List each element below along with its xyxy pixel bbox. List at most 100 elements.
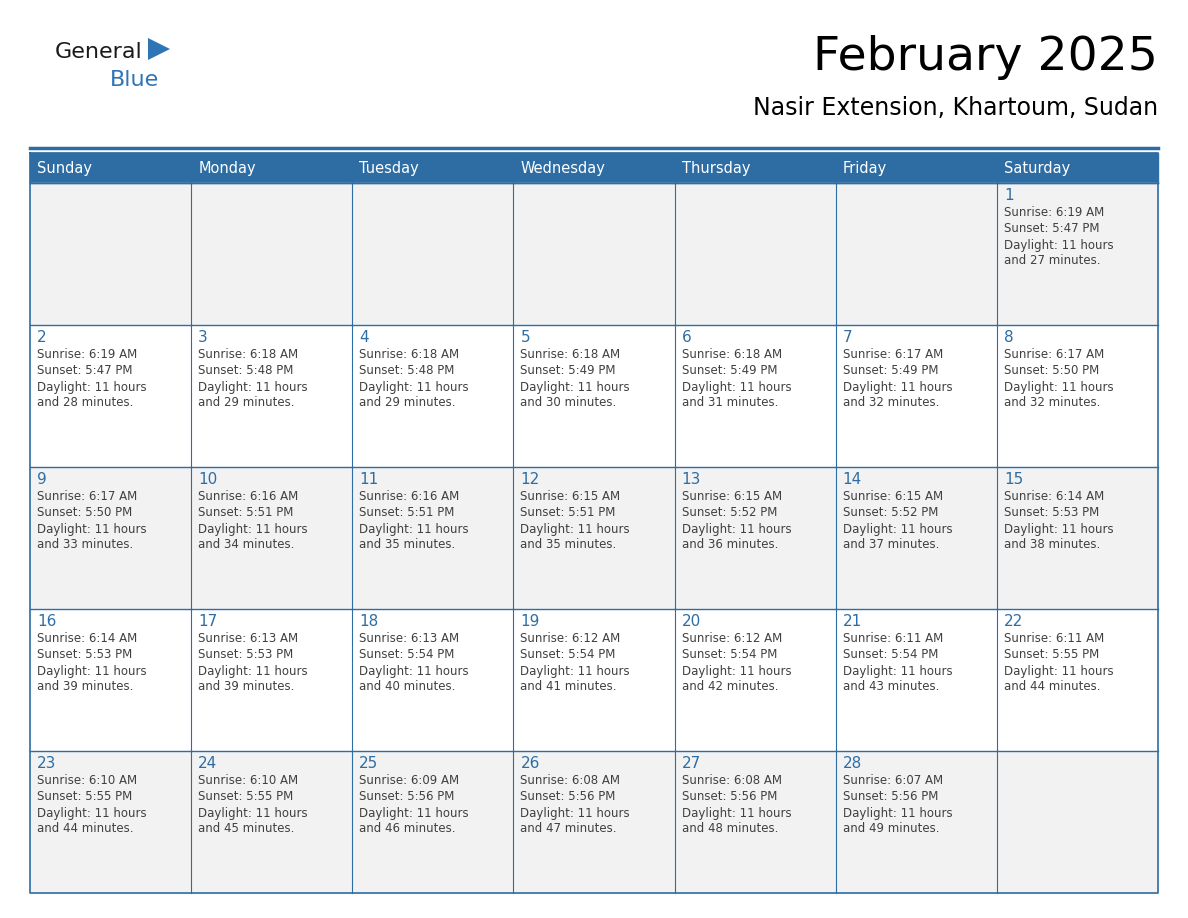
Polygon shape — [997, 153, 1158, 183]
Text: Sunrise: 6:13 AM: Sunrise: 6:13 AM — [359, 633, 460, 645]
Polygon shape — [191, 183, 353, 325]
Text: Sunrise: 6:10 AM: Sunrise: 6:10 AM — [37, 775, 137, 788]
Text: and 39 minutes.: and 39 minutes. — [37, 680, 133, 693]
Polygon shape — [30, 609, 191, 751]
Text: Daylight: 11 hours: Daylight: 11 hours — [842, 807, 953, 820]
Text: Sunrise: 6:08 AM: Sunrise: 6:08 AM — [682, 775, 782, 788]
Text: Sunday: Sunday — [37, 161, 91, 175]
Text: 21: 21 — [842, 614, 862, 630]
Text: Daylight: 11 hours: Daylight: 11 hours — [37, 522, 146, 535]
Polygon shape — [353, 153, 513, 183]
Text: Sunrise: 6:18 AM: Sunrise: 6:18 AM — [682, 349, 782, 362]
Polygon shape — [513, 153, 675, 183]
Text: Sunset: 5:47 PM: Sunset: 5:47 PM — [37, 364, 133, 377]
Text: Daylight: 11 hours: Daylight: 11 hours — [842, 665, 953, 677]
Text: 9: 9 — [37, 473, 46, 487]
Text: Sunrise: 6:12 AM: Sunrise: 6:12 AM — [682, 633, 782, 645]
Text: February 2025: February 2025 — [813, 36, 1158, 81]
Text: and 38 minutes.: and 38 minutes. — [1004, 539, 1100, 552]
Text: and 45 minutes.: and 45 minutes. — [198, 823, 295, 835]
Text: Daylight: 11 hours: Daylight: 11 hours — [359, 665, 469, 677]
Text: 15: 15 — [1004, 473, 1023, 487]
Text: Daylight: 11 hours: Daylight: 11 hours — [359, 522, 469, 535]
Text: and 37 minutes.: and 37 minutes. — [842, 539, 939, 552]
Polygon shape — [997, 467, 1158, 609]
Text: Sunrise: 6:14 AM: Sunrise: 6:14 AM — [1004, 490, 1104, 503]
Text: Sunset: 5:55 PM: Sunset: 5:55 PM — [37, 790, 132, 803]
Polygon shape — [191, 153, 353, 183]
Polygon shape — [148, 38, 170, 60]
Text: Daylight: 11 hours: Daylight: 11 hours — [520, 665, 630, 677]
Text: 10: 10 — [198, 473, 217, 487]
Text: 7: 7 — [842, 330, 852, 345]
Text: Sunset: 5:55 PM: Sunset: 5:55 PM — [198, 790, 293, 803]
Polygon shape — [191, 751, 353, 893]
Text: Daylight: 11 hours: Daylight: 11 hours — [520, 380, 630, 394]
Text: Sunrise: 6:11 AM: Sunrise: 6:11 AM — [1004, 633, 1104, 645]
Text: Sunset: 5:52 PM: Sunset: 5:52 PM — [842, 507, 939, 520]
Text: Daylight: 11 hours: Daylight: 11 hours — [359, 807, 469, 820]
Polygon shape — [835, 325, 997, 467]
Text: Sunset: 5:50 PM: Sunset: 5:50 PM — [1004, 364, 1099, 377]
Text: and 32 minutes.: and 32 minutes. — [1004, 397, 1100, 409]
Polygon shape — [997, 751, 1158, 893]
Text: Daylight: 11 hours: Daylight: 11 hours — [198, 522, 308, 535]
Text: Daylight: 11 hours: Daylight: 11 hours — [198, 807, 308, 820]
Text: and 48 minutes.: and 48 minutes. — [682, 823, 778, 835]
Text: Daylight: 11 hours: Daylight: 11 hours — [520, 522, 630, 535]
Text: Sunrise: 6:19 AM: Sunrise: 6:19 AM — [1004, 207, 1104, 219]
Polygon shape — [513, 467, 675, 609]
Text: Daylight: 11 hours: Daylight: 11 hours — [198, 665, 308, 677]
Text: Sunset: 5:54 PM: Sunset: 5:54 PM — [842, 648, 939, 662]
Text: and 32 minutes.: and 32 minutes. — [842, 397, 939, 409]
Polygon shape — [191, 609, 353, 751]
Text: and 33 minutes.: and 33 minutes. — [37, 539, 133, 552]
Polygon shape — [30, 467, 191, 609]
Text: Sunrise: 6:18 AM: Sunrise: 6:18 AM — [198, 349, 298, 362]
Text: Sunset: 5:54 PM: Sunset: 5:54 PM — [520, 648, 615, 662]
Text: Sunset: 5:49 PM: Sunset: 5:49 PM — [520, 364, 615, 377]
Text: Sunrise: 6:12 AM: Sunrise: 6:12 AM — [520, 633, 620, 645]
Text: Daylight: 11 hours: Daylight: 11 hours — [37, 665, 146, 677]
Text: Daylight: 11 hours: Daylight: 11 hours — [1004, 239, 1113, 252]
Text: 24: 24 — [198, 756, 217, 771]
Polygon shape — [513, 609, 675, 751]
Text: Sunrise: 6:16 AM: Sunrise: 6:16 AM — [198, 490, 298, 503]
Text: and 29 minutes.: and 29 minutes. — [198, 397, 295, 409]
Text: Sunset: 5:48 PM: Sunset: 5:48 PM — [198, 364, 293, 377]
Text: Sunset: 5:52 PM: Sunset: 5:52 PM — [682, 507, 777, 520]
Text: Sunrise: 6:18 AM: Sunrise: 6:18 AM — [520, 349, 620, 362]
Polygon shape — [835, 183, 997, 325]
Text: Blue: Blue — [110, 70, 159, 90]
Text: and 39 minutes.: and 39 minutes. — [198, 680, 295, 693]
Text: Sunset: 5:56 PM: Sunset: 5:56 PM — [359, 790, 455, 803]
Text: Sunrise: 6:17 AM: Sunrise: 6:17 AM — [37, 490, 138, 503]
Polygon shape — [30, 751, 191, 893]
Text: Sunrise: 6:15 AM: Sunrise: 6:15 AM — [842, 490, 943, 503]
Polygon shape — [997, 609, 1158, 751]
Text: Sunset: 5:54 PM: Sunset: 5:54 PM — [359, 648, 455, 662]
Text: Sunrise: 6:09 AM: Sunrise: 6:09 AM — [359, 775, 460, 788]
Polygon shape — [675, 325, 835, 467]
Text: and 28 minutes.: and 28 minutes. — [37, 397, 133, 409]
Polygon shape — [513, 751, 675, 893]
Text: 22: 22 — [1004, 614, 1023, 630]
Text: 17: 17 — [198, 614, 217, 630]
Text: and 41 minutes.: and 41 minutes. — [520, 680, 617, 693]
Text: 18: 18 — [359, 614, 379, 630]
Text: and 49 minutes.: and 49 minutes. — [842, 823, 940, 835]
Text: 2: 2 — [37, 330, 46, 345]
Text: and 31 minutes.: and 31 minutes. — [682, 397, 778, 409]
Text: Daylight: 11 hours: Daylight: 11 hours — [37, 380, 146, 394]
Text: Daylight: 11 hours: Daylight: 11 hours — [682, 522, 791, 535]
Text: Sunset: 5:51 PM: Sunset: 5:51 PM — [359, 507, 455, 520]
Polygon shape — [30, 325, 191, 467]
Text: Sunset: 5:48 PM: Sunset: 5:48 PM — [359, 364, 455, 377]
Text: 8: 8 — [1004, 330, 1013, 345]
Polygon shape — [997, 325, 1158, 467]
Text: Sunrise: 6:10 AM: Sunrise: 6:10 AM — [198, 775, 298, 788]
Text: Saturday: Saturday — [1004, 161, 1070, 175]
Text: and 47 minutes.: and 47 minutes. — [520, 823, 617, 835]
Polygon shape — [513, 325, 675, 467]
Text: Sunrise: 6:16 AM: Sunrise: 6:16 AM — [359, 490, 460, 503]
